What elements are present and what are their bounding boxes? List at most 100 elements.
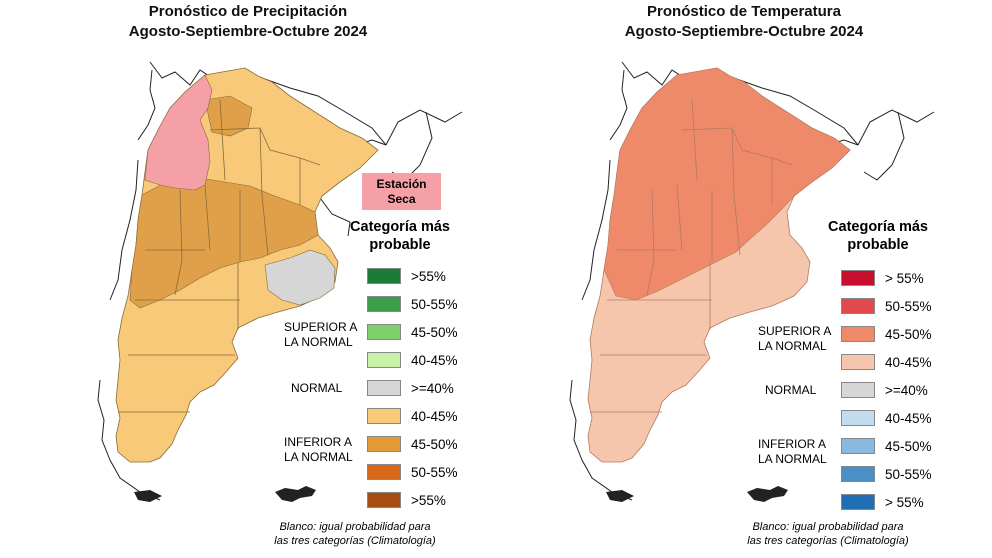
normal-group-label: NORMAL — [765, 383, 817, 397]
legend-label: 50-55% — [411, 297, 458, 312]
temperature-category-title: Categoría más probable — [808, 218, 948, 254]
legend-swatch — [367, 464, 401, 480]
legend-label: 40-45% — [411, 353, 458, 368]
legend-swatch — [367, 324, 401, 340]
dry-season-line1: Estación — [376, 177, 427, 191]
superior-group-label: SUPERIOR A LA NORMAL — [758, 324, 831, 354]
precipitation-title-line1: Pronóstico de Precipitación — [148, 3, 348, 20]
legend-swatch — [367, 296, 401, 312]
legend-label: 45-50% — [885, 327, 932, 342]
category-title-line1: Categoría más — [828, 219, 928, 235]
footnote-line1: Blanco: igual probabilidad para — [752, 521, 904, 533]
temperature-map — [569, 61, 935, 502]
legend-swatch — [841, 438, 875, 454]
dry-season-region — [144, 74, 213, 191]
legend-swatch — [841, 494, 875, 510]
temperature-title-line2: Agosto-Septiembre-Octubre 2024 — [624, 23, 864, 40]
footnote-line1: Blanco: igual probabilidad para — [279, 521, 431, 533]
group-line: LA NORMAL — [758, 339, 827, 353]
province-border — [204, 184, 211, 251]
inferior-group-label: INFERIOR A LA NORMAL — [758, 437, 827, 467]
argentina-medium-region — [204, 95, 253, 137]
legend-label: 50-55% — [885, 299, 932, 314]
legend-swatch — [841, 410, 875, 426]
legend-label: >55% — [411, 493, 446, 508]
province-border — [733, 194, 741, 256]
temperature-panel: Pronóstico de Temperatura Agosto-Septiem… — [496, 0, 992, 558]
temperature-title: Pronóstico de Temperatura Agosto-Septiem… — [496, 2, 992, 42]
category-title-line2: probable — [369, 237, 431, 253]
group-line: LA NORMAL — [758, 452, 827, 466]
islands-shape — [134, 490, 162, 502]
precipitation-footnote: Blanco: igual probabilidad para las tres… — [235, 520, 475, 548]
border-line — [385, 109, 463, 146]
border-line — [863, 111, 905, 181]
province-border — [174, 189, 183, 296]
legend-label: 40-45% — [885, 411, 932, 426]
border-line — [319, 197, 351, 237]
group-line: LA NORMAL — [284, 335, 353, 349]
legend-label: 50-55% — [411, 465, 458, 480]
group-line: LA NORMAL — [284, 450, 353, 464]
precipitation-category-title: Categoría más probable — [330, 218, 470, 254]
province-border — [691, 99, 698, 181]
superior-group-label: SUPERIOR A LA NORMAL — [284, 320, 357, 350]
province-border — [646, 189, 655, 296]
border-line — [261, 77, 387, 146]
group-line: SUPERIOR A — [284, 320, 358, 334]
border-line — [97, 379, 161, 501]
dry-season-line2: Seca — [387, 192, 416, 206]
legend-swatch — [367, 408, 401, 424]
border-line — [569, 379, 633, 501]
footnote-line2: las tres categorías (Climatología) — [747, 535, 909, 547]
legend-swatch — [367, 492, 401, 508]
legend-label: >=40% — [885, 383, 928, 398]
group-line: INFERIOR A — [284, 435, 353, 449]
legend-swatch — [841, 354, 875, 370]
islands-shape — [275, 486, 316, 502]
legend-swatch — [841, 270, 875, 286]
legend-swatch — [841, 298, 875, 314]
border-line — [581, 159, 611, 301]
legend-label: >=40% — [411, 381, 454, 396]
legend-swatch — [367, 352, 401, 368]
border-line — [733, 77, 859, 146]
group-line: SUPERIOR A — [758, 324, 832, 338]
precipitation-title: Pronóstico de Precipitación Agosto-Septi… — [0, 2, 496, 42]
border-line — [857, 109, 935, 146]
normal-region — [264, 249, 336, 306]
province-border — [261, 194, 269, 256]
argentina-medium-region — [129, 177, 319, 309]
legend-swatch — [367, 268, 401, 284]
province-border — [681, 127, 793, 166]
argentina-superior-strong-region — [603, 67, 851, 301]
legend-label: 45-50% — [885, 439, 932, 454]
inferior-group-label: INFERIOR A LA NORMAL — [284, 435, 353, 465]
legend-label: 45-50% — [411, 325, 458, 340]
footnote-line2: las tres categorías (Climatología) — [274, 535, 436, 547]
legend-swatch — [367, 380, 401, 396]
group-line: INFERIOR A — [758, 437, 827, 451]
legend-swatch — [367, 436, 401, 452]
legend-swatch — [841, 382, 875, 398]
legend-label: 50-55% — [885, 467, 932, 482]
islands-shape — [747, 486, 788, 502]
legend-label: 40-45% — [411, 409, 458, 424]
province-border — [731, 127, 735, 196]
border-line — [609, 69, 628, 141]
border-line — [137, 69, 156, 141]
precipitation-panel: Pronóstico de Precipitación Agosto-Septi… — [0, 2, 496, 548]
legend-label: > 55% — [885, 495, 924, 510]
category-title-line1: Categoría más — [350, 219, 450, 235]
legend-label: 45-50% — [411, 437, 458, 452]
legend-label: 40-45% — [885, 355, 932, 370]
legend-swatch — [841, 466, 875, 482]
legend-label: > 55% — [885, 271, 924, 286]
dry-season-badge: Estación Seca — [362, 173, 441, 210]
legend-swatch — [841, 326, 875, 342]
temperature-title-line1: Pronóstico de Temperatura — [647, 3, 841, 20]
normal-group-label: NORMAL — [291, 381, 343, 395]
precipitation-title-line2: Agosto-Septiembre-Octubre 2024 — [128, 23, 368, 40]
legend-label: >55% — [411, 269, 446, 284]
islands-shape — [606, 490, 634, 502]
